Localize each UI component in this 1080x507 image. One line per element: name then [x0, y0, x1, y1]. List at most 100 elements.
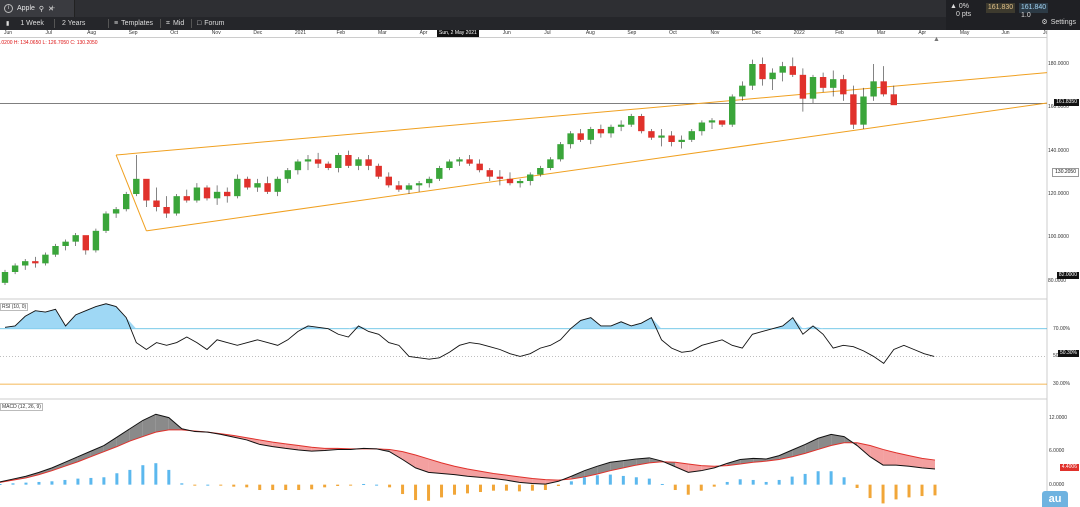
forum-button[interactable]: □ Forum — [197, 17, 224, 30]
rsi-label[interactable]: RSI (10, 0) — [0, 303, 29, 311]
price-tick-label: 140.0000 — [1048, 147, 1069, 154]
macd-histogram-bar — [154, 463, 158, 485]
price-type-icon: ⌗ — [166, 19, 170, 27]
price-tick-label: 120.0000 — [1048, 191, 1069, 197]
candle — [830, 79, 837, 88]
candle — [153, 200, 160, 207]
candle — [527, 174, 534, 181]
macd-cloud — [428, 458, 442, 474]
tab-apple[interactable]: i Apple ⚲ ✕ — [0, 0, 75, 17]
macd-histogram-bar — [180, 483, 184, 485]
macd-label[interactable]: MACD (12, 26, 9) — [0, 403, 43, 411]
macd-histogram-bar — [673, 484, 677, 491]
macd-cloud — [38, 467, 52, 475]
add-tab-button[interactable]: + — [50, 3, 56, 13]
date-tick-label: Jun — [1001, 30, 1010, 36]
info-icon: i — [4, 4, 13, 13]
settings-button[interactable]: ⚙ Settings — [1041, 18, 1076, 27]
candle — [203, 187, 211, 199]
macd-histogram-bar — [543, 484, 547, 491]
macd-histogram-bar — [881, 484, 885, 504]
forum-label: Forum — [204, 20, 225, 27]
date-tick-label: Jun — [4, 30, 13, 36]
templates-button[interactable]: ≡ Templates — [114, 17, 153, 30]
macd-histogram-bar — [816, 471, 820, 485]
candle — [668, 135, 675, 142]
candle — [193, 187, 201, 201]
macd-cloud — [701, 465, 715, 471]
candle — [436, 168, 443, 179]
macd-histogram-bar — [401, 484, 405, 495]
macd-histogram-bar — [556, 484, 560, 486]
macd-histogram-bar — [167, 469, 171, 485]
candle — [809, 77, 817, 99]
macd-histogram-bar — [777, 479, 781, 485]
macd-histogram-bar — [608, 474, 612, 485]
macd-cloud — [792, 444, 806, 457]
macd-histogram-bar — [0, 483, 2, 485]
macd-histogram-bar — [206, 484, 210, 486]
candle — [163, 207, 170, 214]
macd-histogram-bar — [375, 484, 379, 486]
macd-histogram-bar — [349, 484, 353, 486]
price-type-button[interactable]: ⌗ Mid — [166, 17, 184, 30]
date-tick-label: 2021 — [294, 30, 307, 36]
macd-tick-label: 6.0000 — [1049, 448, 1065, 455]
chart-toolbar: ▮ 1 Week 2 Years ≡ Templates ⌗ Mid □ For… — [0, 17, 1080, 30]
ask-price[interactable]: 161.840 — [1019, 3, 1048, 13]
search-icon[interactable]: ⚲ — [38, 5, 45, 13]
macd-cloud — [64, 456, 78, 467]
candle — [729, 96, 736, 125]
candle — [638, 116, 645, 132]
channel-lower-line — [146, 102, 1048, 232]
candle — [779, 66, 786, 73]
macd-histogram-bar — [76, 478, 80, 485]
macd-histogram-bar — [37, 481, 41, 485]
macd-cloud — [818, 434, 832, 450]
macd-histogram-bar — [738, 479, 742, 485]
candle-icon: ▮ — [6, 21, 10, 27]
candle — [678, 139, 685, 142]
macd-histogram-bar — [621, 475, 625, 485]
date-tick-label: Sep — [627, 30, 637, 36]
macd-cloud — [870, 445, 884, 466]
crosshair-price-marker: 130.2050 — [1052, 167, 1079, 177]
lock-icon[interactable]: ▲ — [933, 36, 940, 43]
macd-histogram-bar — [63, 479, 67, 485]
channel-left-line — [115, 154, 147, 232]
axis-background — [1047, 30, 1080, 507]
macd-histogram-bar — [362, 483, 366, 485]
macd-histogram-bar — [115, 473, 119, 485]
trade-size[interactable]: 1.0 — [1021, 12, 1031, 19]
candle — [759, 64, 766, 80]
macd-histogram-bar — [271, 484, 275, 491]
macd-histogram-bar — [699, 484, 703, 491]
candle — [405, 185, 413, 190]
date-tick-label: Jun — [502, 30, 511, 36]
date-tick-label: Dec — [253, 30, 263, 36]
candle — [254, 183, 261, 188]
candle — [547, 159, 554, 168]
candle — [718, 120, 726, 125]
candle — [213, 191, 221, 199]
bid-price[interactable]: 161.830 — [986, 3, 1015, 13]
candle — [112, 209, 120, 214]
low-price-marker: 82.0000 — [1056, 272, 1079, 280]
candle — [840, 79, 847, 95]
macd-histogram-bar — [868, 484, 872, 499]
close-icon[interactable]: ✕ — [48, 5, 54, 13]
date-tick-label: May — [959, 30, 970, 36]
candle — [22, 261, 29, 266]
date-tick-label: Nov — [211, 30, 221, 36]
interval-label: 1 Week — [20, 20, 44, 27]
macd-histogram-bar — [595, 475, 599, 485]
candle — [42, 254, 49, 264]
candle — [628, 116, 635, 125]
macd-histogram-bar — [414, 484, 418, 501]
interval-button[interactable]: ▮ 1 Week — [6, 17, 44, 30]
candle — [234, 178, 241, 197]
period-button[interactable]: 2 Years — [62, 17, 85, 30]
macd-histogram-bar — [803, 473, 807, 485]
candle — [860, 96, 867, 125]
